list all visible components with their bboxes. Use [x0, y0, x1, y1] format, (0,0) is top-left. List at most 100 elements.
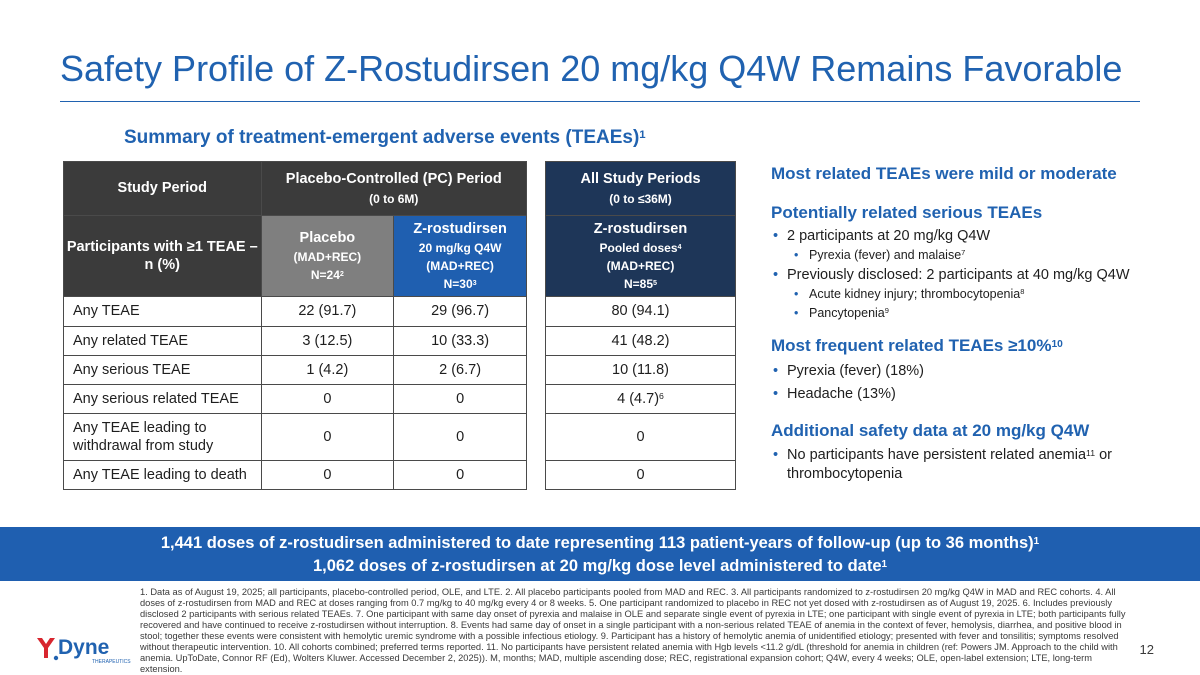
placebo-name: Placebo: [299, 229, 356, 246]
placebo-n: N=242: [262, 268, 394, 283]
zros20-cohort: (MAD+REC): [426, 259, 494, 274]
row-label: Any serious related TEAE: [63, 384, 262, 414]
table-row: Any related TEAE 3 (12.5) 10 (33.3): [63, 326, 527, 356]
page-number: 12: [1139, 642, 1154, 657]
serious-bullet-2-sub-1: Acute kidney injury; thrombocytopenia8: [771, 285, 1151, 304]
table-row: Any TEAE leading to withdrawal from stud…: [63, 413, 527, 461]
pooled-value: 0: [636, 428, 645, 445]
placebo-cell: 0: [260, 413, 395, 461]
pc-period-header: Placebo-Controlled (PC) Period (0 to 6M): [260, 161, 527, 216]
table-row: Any TEAE leading to death 0 0: [63, 460, 527, 490]
placebo-n-text: N=24: [310, 268, 340, 283]
pooled-value: 80 (94.1): [611, 303, 670, 320]
table-subtitle: Summary of treatment-emergent adverse ev…: [124, 127, 646, 149]
additional-bullet-1-text: No participants have persistent related …: [787, 447, 1087, 464]
pooled-cell: 0: [545, 460, 736, 490]
zros20-n-sup: 3: [472, 277, 477, 287]
participants-header: Participants with ≥1 TEAE – n (%): [63, 215, 262, 297]
serious-bullet-1-sub-text: Pyrexia (fever) and malaise: [809, 247, 962, 262]
pooled-cell: 10 (11.8): [545, 355, 736, 385]
zros20-dose: 20 mg/kg Q4W: [418, 241, 502, 256]
serious-bullet-2-sub-2-text: Pancytopenia: [809, 305, 885, 320]
zros20-cell: 10 (33.3): [393, 326, 527, 356]
zros20-cell: 29 (96.7): [393, 296, 527, 327]
frequent-heading-sup: 10: [1051, 338, 1063, 350]
pooled-value: 41 (48.2): [611, 332, 670, 349]
table-row: 4 (4.7)6: [545, 384, 736, 414]
serious-bullet-2-sub-2: Pancytopenia9: [771, 304, 1151, 323]
row-label: Any related TEAE: [63, 326, 262, 356]
subtitle-text: Summary of treatment-emergent adverse ev…: [124, 127, 640, 148]
pooled-cell: 80 (94.1): [545, 296, 736, 327]
pc-period-range: (0 to 6M): [369, 191, 419, 206]
all-periods-range: (0 to ≤36M): [609, 191, 672, 206]
pooled-header: Z-rostudirsen Pooled doses4 (MAD+REC) N=…: [545, 215, 736, 297]
serious-bullet-2-sub-1-text: Acute kidney injury; thrombocytopenia: [809, 286, 1021, 301]
subtitle-footnote-ref: 1: [639, 128, 646, 141]
zros20-cell: 0: [393, 460, 527, 490]
row-label: Any TEAE leading to death: [63, 460, 262, 490]
table-row: 0: [545, 460, 736, 490]
dyne-logo: Dyne THERAPEUTICS: [34, 632, 134, 666]
pooled-n: N=855: [546, 277, 735, 292]
serious-bullet-1-sub-sup: 7: [961, 248, 966, 258]
pooled-dose: Pooled doses4: [546, 241, 735, 256]
table-subheader-row: Participants with ≥1 TEAE – n (%) Placeb…: [63, 215, 527, 297]
table-subheader-row: Z-rostudirsen Pooled doses4 (MAD+REC) N=…: [545, 215, 736, 297]
table-row: 41 (48.2): [545, 326, 736, 356]
table-row: Any serious related TEAE 0 0: [63, 384, 527, 414]
banner-line-1-text: 1,441 doses of z-rostudirsen administere…: [160, 534, 1034, 552]
table-header-row: Study Period Placebo-Controlled (PC) Per…: [63, 161, 527, 216]
banner-line-2-text: 1,062 doses of z-rostudirsen at 20 mg/kg…: [312, 557, 882, 575]
pooled-n-text: N=85: [623, 277, 654, 292]
table-row: 80 (94.1): [545, 296, 736, 327]
pooled-value: 0: [636, 466, 645, 483]
frequent-heading-text: Most frequent related TEAEs ≥10%: [771, 336, 1052, 356]
all-periods-table: All Study Periods (0 to ≤36M) Z-rostudir…: [545, 161, 736, 490]
zros20-n: N=303: [394, 277, 526, 292]
pooled-value: 4 (4.7): [617, 390, 660, 407]
pooled-cell: 41 (48.2): [545, 326, 736, 356]
table-row: Any TEAE 22 (91.7) 29 (96.7): [63, 296, 527, 327]
right-summary-panel: Most related TEAEs were mild or moderate…: [771, 164, 1151, 484]
pc-period-table: Study Period Placebo-Controlled (PC) Per…: [63, 161, 527, 490]
all-periods-title: All Study Periods: [580, 171, 701, 188]
additional-bullet-1-sup: 11: [1086, 447, 1096, 458]
dyne-logo-mark: Dyne THERAPEUTICS: [37, 636, 131, 665]
row-label: Any serious TEAE: [63, 355, 262, 385]
serious-bullet-2-sub-1-sup: 8: [1020, 287, 1025, 297]
title-divider: [60, 101, 1140, 102]
serious-heading: Potentially related serious TEAEs: [771, 203, 1043, 222]
logo-tagline: THERAPEUTICS: [92, 659, 131, 665]
serious-bullet-1-sub: Pyrexia (fever) and malaise7: [771, 246, 1151, 265]
banner-line-1: 1,441 doses of z-rostudirsen administere…: [0, 532, 1200, 555]
placebo-cell: 3 (12.5): [260, 326, 395, 356]
placebo-cell: 0: [260, 460, 395, 490]
footnotes: 1. Data as of August 19, 2025; all parti…: [140, 587, 1126, 674]
zros20-cell: 2 (6.7): [393, 355, 527, 385]
pooled-dose-sup: 4: [677, 241, 682, 251]
banner-line-2-sup: 1: [881, 558, 888, 570]
additional-heading: Additional safety data at 20 mg/kg Q4W: [771, 421, 1090, 441]
pooled-cell: 4 (4.7)6: [545, 384, 736, 414]
frequent-heading: Most frequent related TEAEs ≥10%10: [771, 336, 1151, 356]
zros20-n-text: N=30: [443, 277, 473, 292]
pooled-value-sup: 6: [659, 391, 664, 402]
placebo-cohort: (MAD+REC): [293, 250, 362, 265]
zros20-cell: 0: [393, 384, 527, 414]
table-header-row: All Study Periods (0 to ≤36M): [545, 161, 736, 216]
row-label: Any TEAE leading to withdrawal from stud…: [63, 413, 262, 461]
serious-bullet-1: 2 participants at 20 mg/kg Q4W: [771, 227, 1151, 246]
zros20-name: Z-rostudirsen: [413, 220, 507, 237]
additional-bullet-1-text-cont: or thrombocytopenia: [787, 447, 1112, 482]
pooled-cohort: (MAD+REC): [606, 259, 675, 274]
placebo-cell: 22 (91.7): [260, 296, 395, 327]
placebo-n-sup: 2: [339, 268, 344, 278]
study-period-header: Study Period: [63, 161, 262, 216]
table-row: Any serious TEAE 1 (4.2) 2 (6.7): [63, 355, 527, 385]
frequent-bullet-1: Pyrexia (fever) (18%): [771, 362, 1151, 381]
pooled-name: Z-rostudirsen: [593, 220, 688, 237]
placebo-cell: 0: [260, 384, 395, 414]
pooled-n-sup: 5: [653, 277, 658, 287]
slide-title: Safety Profile of Z-Rostudirsen 20 mg/kg…: [60, 48, 1123, 89]
